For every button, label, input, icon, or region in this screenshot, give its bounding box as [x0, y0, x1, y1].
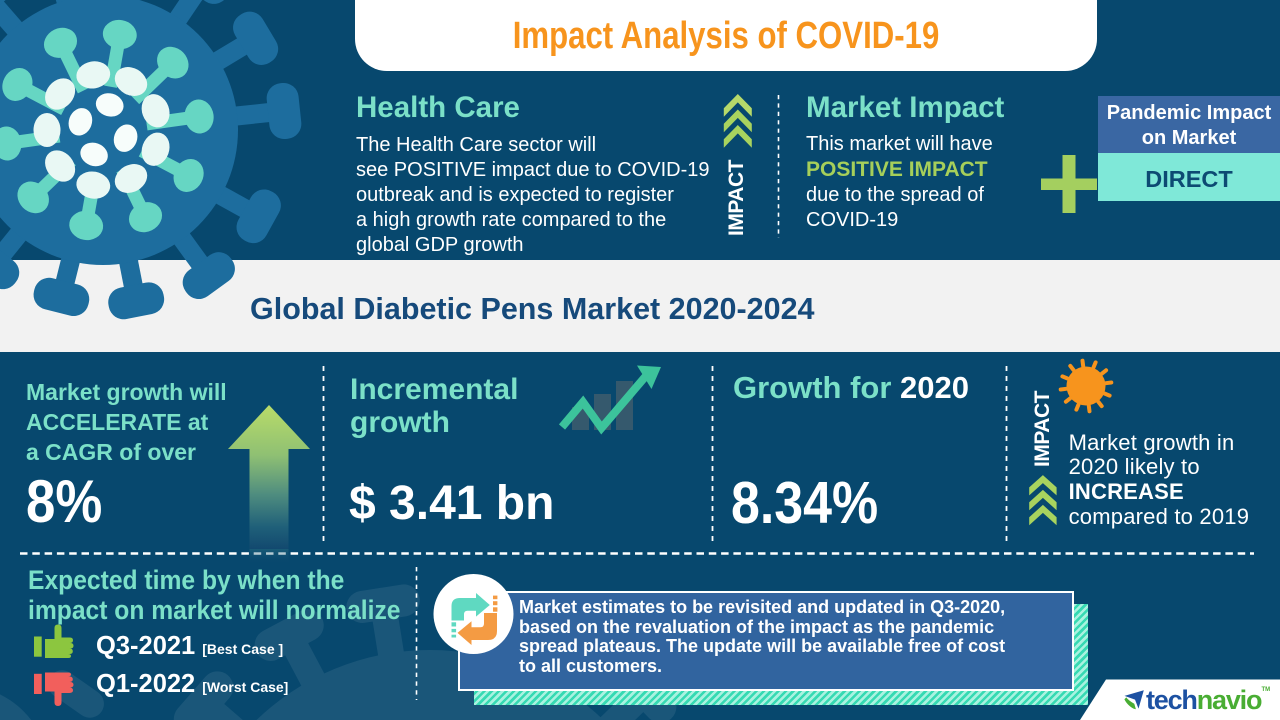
svg-text:technavio: technavio	[1146, 685, 1262, 715]
svg-text:TM: TM	[1262, 687, 1271, 693]
